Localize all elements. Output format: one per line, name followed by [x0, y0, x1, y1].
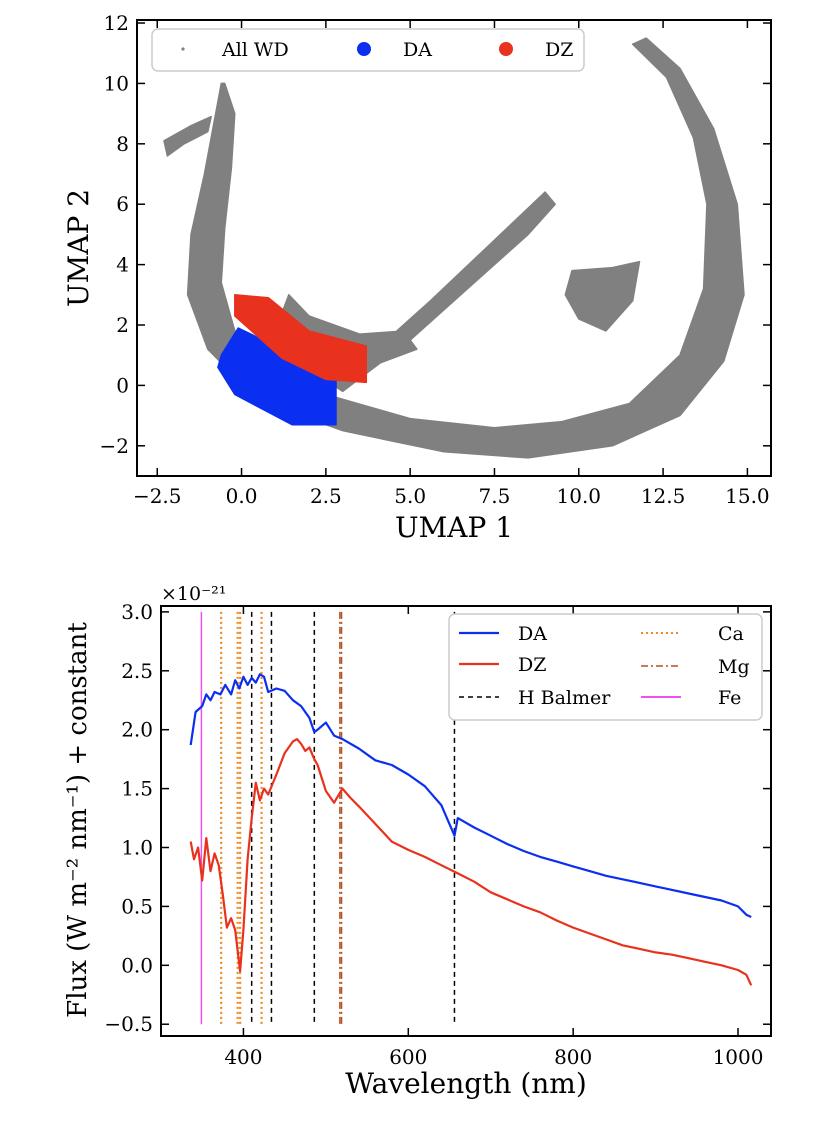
umap-y-tick-label: −2	[100, 434, 129, 458]
legend-da-text: DA	[518, 623, 547, 645]
umap-y-tick-label: 6	[116, 192, 129, 216]
umap-x-ticks: −2.5 0.0 2.5 5.0 7.5 10.0 12.5 15.0	[133, 20, 770, 508]
umap-y-tick-label: 4	[116, 253, 129, 277]
umap-x-tick-label: 0.0	[226, 484, 258, 508]
umap-scatter-panel: −2.5 0.0 2.5 5.0 7.5 10.0 12.5 15.0 −2 0 2 4 6 8 10 12…	[62, 11, 772, 544]
spectrum-x-tick-label: 800	[554, 1045, 592, 1069]
legend-allwd-label: All WD	[221, 39, 289, 61]
dz-cluster-region	[234, 294, 368, 384]
umap-legend: All WD DA DZ	[151, 28, 585, 72]
spectrum-y-tick-label: 1.0	[121, 836, 153, 860]
umap-y-axis-label: UMAP 2	[62, 189, 95, 307]
umap-plot-frame	[136, 19, 772, 477]
spectrum-x-tick-label: 600	[389, 1045, 427, 1069]
da-spectrum-line	[189, 673, 752, 918]
spectrum-y-tick-label: 2.0	[121, 718, 153, 742]
legend-mg-text: Mg	[718, 656, 750, 678]
umap-x-tick-label: 5.0	[394, 484, 426, 508]
legend-hbalmer-text: H Balmer	[518, 687, 611, 709]
legend-da-marker	[357, 42, 371, 56]
umap-x-tick-label: 2.5	[310, 484, 342, 508]
all-wd-outer-arc-region	[186, 37, 745, 459]
legend-ca-text: Ca	[718, 623, 744, 645]
spectrum-scale-label: ×10⁻²¹	[161, 583, 226, 605]
spectrum-y-tick-label: 3.0	[121, 600, 153, 624]
spectrum-y-ticks: −0.5 0.0 0.5 1.0 1.5 2.0 2.5 3.0	[104, 600, 771, 1036]
spectral-reference-lines	[200, 611, 456, 1025]
umap-x-tick-label: 15.0	[725, 484, 770, 508]
umap-y-tick-label: 8	[116, 132, 129, 156]
spectrum-y-tick-label: 0.5	[121, 894, 153, 918]
umap-y-ticks: −2 0 2 4 6 8 10 12	[100, 11, 771, 458]
umap-x-tick-label: 12.5	[641, 484, 686, 508]
spectrum-y-tick-label: 0.0	[121, 953, 153, 977]
spectrum-panel: 400 600 800 1000 −0.50.00.51.01.52.02.53.0 …	[63, 583, 772, 1100]
umap-x-tick-label: 7.5	[479, 484, 511, 508]
legend-da-label: DA	[403, 39, 432, 61]
legend-dz-marker	[499, 42, 513, 56]
legend-allwd-marker	[181, 47, 185, 51]
spectrum-y-axis-label: Flux (W m⁻² nm⁻¹) + constant	[63, 622, 93, 1018]
legend-fe-text: Fe	[718, 687, 741, 709]
spectrum-y-tick-label: −0.5	[104, 1012, 153, 1036]
umap-y-tick-label: 10	[104, 71, 129, 95]
legend-dz-text: DZ	[518, 654, 546, 676]
umap-x-axis-label: UMAP 1	[395, 511, 513, 544]
spectrum-plot-frame	[160, 605, 772, 1037]
all-wd-left-strand-region	[163, 115, 212, 157]
spectrum-legend-box	[448, 613, 763, 721]
spectrum-y-tick-label: 1.5	[121, 777, 153, 801]
spectrum-series	[189, 673, 753, 986]
spectrum-x-ticks: 400 600 800 1000	[224, 606, 763, 1069]
spectrum-x-tick-label: 400	[224, 1045, 262, 1069]
all-wd-right-island-region	[564, 260, 641, 332]
spectrum-x-tick-label: 1000	[713, 1045, 764, 1069]
dz-spectrum-line	[189, 738, 753, 986]
umap-y-tick-label: 12	[104, 11, 129, 35]
spectrum-legend: DA DZ H Balmer Ca Mg Fe	[448, 613, 763, 721]
umap-y-tick-label: 0	[116, 373, 129, 397]
spectrum-y-tick-label: 2.5	[121, 659, 153, 683]
legend-dz-label: DZ	[545, 39, 573, 61]
da-cluster-region	[217, 327, 337, 426]
spectrum-x-axis-label: Wavelength (nm)	[345, 1067, 587, 1100]
umap-y-tick-label: 2	[116, 313, 129, 337]
umap-x-tick-label: −2.5	[133, 484, 182, 508]
umap-x-tick-label: 10.0	[557, 484, 602, 508]
umap-point-clouds	[163, 37, 745, 459]
